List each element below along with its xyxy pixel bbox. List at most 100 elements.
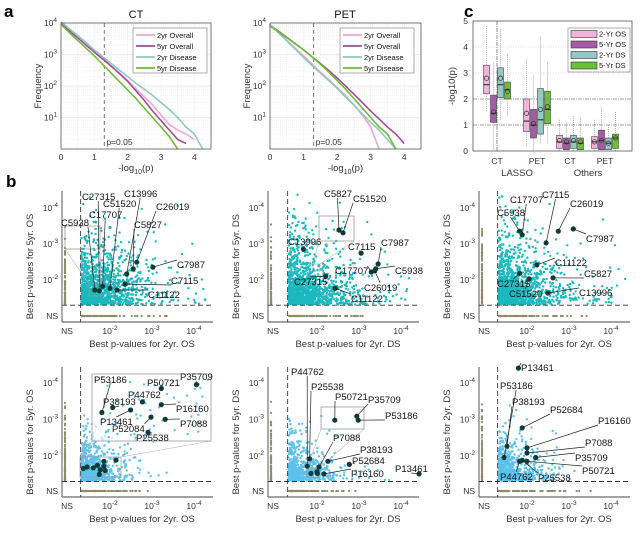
scatter-point — [548, 264, 552, 268]
scatter-point — [103, 274, 107, 278]
scatter-point — [302, 269, 305, 273]
scatter-point — [91, 259, 95, 262]
y-tick-label: 1 — [463, 120, 468, 130]
scatter-point — [81, 286, 84, 290]
ns-point — [165, 314, 168, 318]
scatter-point — [87, 446, 91, 450]
scatter-point — [146, 294, 149, 297]
scatter-point — [312, 233, 315, 236]
scatter-point — [126, 292, 129, 295]
scatter-point — [518, 251, 522, 254]
scatter-point — [311, 229, 314, 232]
ns-point — [521, 314, 524, 318]
scatter-point — [109, 271, 112, 274]
ns-point — [99, 314, 103, 318]
scatter-point — [85, 256, 89, 260]
scatter-point — [200, 278, 203, 281]
scatter-point — [544, 296, 547, 300]
scatter-point — [295, 267, 298, 270]
scatter-point — [116, 284, 120, 287]
scatter-point — [397, 283, 400, 286]
scatter-point — [512, 248, 516, 252]
scatter-point — [105, 299, 109, 302]
scatter-point — [613, 244, 617, 247]
scatter-point — [340, 301, 343, 304]
scatter-point — [552, 285, 555, 288]
ns-point — [136, 314, 139, 318]
scatter-point — [507, 303, 511, 306]
ns-point — [63, 253, 67, 256]
scatter-point — [344, 287, 348, 290]
scatter-point — [94, 278, 97, 281]
scatter-point — [514, 264, 518, 267]
scatter-point — [317, 298, 320, 301]
scatter-point — [110, 292, 113, 295]
scatter-point — [124, 464, 127, 467]
ns-point — [104, 314, 107, 318]
scatter-point — [498, 244, 501, 247]
scatter-point — [97, 297, 100, 300]
scatter-point — [503, 298, 506, 301]
point-label: C5827 — [324, 189, 352, 200]
scatter-point — [135, 283, 138, 286]
scatter-point — [502, 273, 506, 276]
scatter-point — [116, 272, 120, 275]
scatter-point — [100, 300, 103, 303]
scatter-point — [112, 300, 116, 303]
scatter-point — [104, 249, 107, 252]
scatter-point — [117, 281, 120, 284]
scatter-point — [119, 295, 122, 299]
scatter-point — [328, 259, 331, 262]
scatter-point — [326, 289, 330, 292]
scatter-point — [123, 443, 126, 447]
scatter-point — [118, 299, 121, 302]
scatter-point — [164, 293, 168, 296]
scatter-point — [324, 227, 328, 231]
scatter-point — [110, 258, 114, 261]
ns-point — [569, 314, 573, 318]
scatter-point — [86, 240, 89, 243]
scatter-point — [555, 294, 558, 297]
scatter-point — [135, 287, 139, 290]
scatter-point — [106, 268, 110, 271]
scatter-point — [88, 289, 92, 293]
scatter-point — [501, 243, 504, 246]
scatter-point — [349, 281, 352, 284]
ns-point — [130, 314, 133, 318]
series-line-5yr-disease — [60, 23, 179, 150]
x-axis-label: -log10(p) — [328, 163, 363, 176]
scatter-point — [536, 272, 540, 275]
scatter-point — [526, 219, 529, 222]
scatter-point — [552, 300, 555, 303]
ns-point — [269, 286, 273, 289]
scatter-point — [93, 266, 96, 269]
scatter-point — [107, 235, 110, 239]
ns-point — [269, 254, 273, 257]
scatter-point — [84, 262, 88, 265]
scatter-point — [400, 297, 403, 300]
scatter-point — [543, 246, 546, 249]
scatter-point — [289, 226, 293, 229]
scatter-point — [167, 266, 170, 269]
scatter-point — [170, 282, 174, 285]
ns-point — [353, 314, 357, 318]
scatter-point — [556, 252, 559, 255]
ns-point — [480, 230, 484, 233]
scatter-point — [520, 255, 524, 258]
scatter-point — [113, 278, 116, 281]
scatter-point — [498, 273, 501, 276]
scatter-point — [303, 297, 307, 301]
scatter-point — [131, 286, 135, 290]
scatter-point — [94, 232, 97, 236]
box — [490, 94, 497, 123]
ns-point — [133, 314, 136, 318]
scatter-point — [123, 258, 126, 262]
scatter-point — [302, 221, 305, 224]
scatter-point — [574, 290, 577, 293]
scatter-point — [94, 241, 98, 245]
ns-point — [63, 274, 67, 277]
scatter-point — [556, 291, 560, 295]
legend-label: 5yr Overall — [157, 42, 194, 51]
scatter-point — [327, 293, 331, 296]
legend-swatch — [570, 61, 598, 70]
